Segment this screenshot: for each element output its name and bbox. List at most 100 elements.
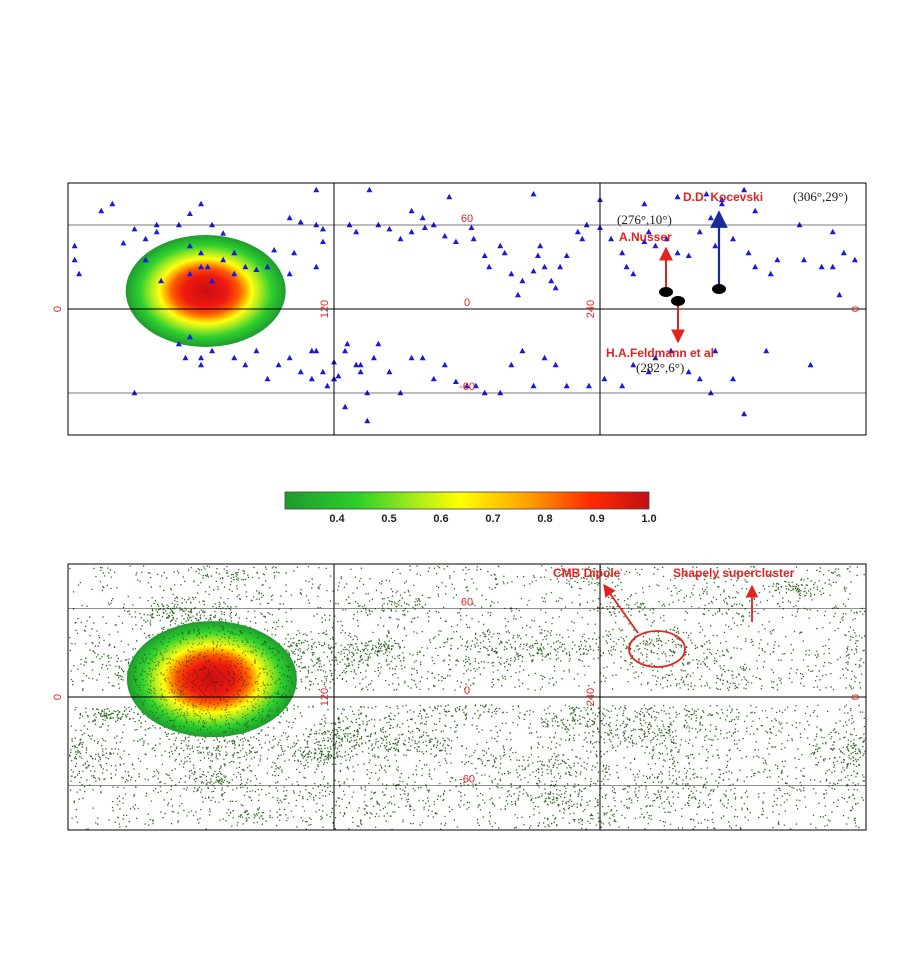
sample-marker <box>481 252 488 258</box>
sample-marker <box>204 263 211 270</box>
sample-marker <box>98 207 105 214</box>
sample-marker <box>707 214 714 221</box>
sample-marker <box>286 354 293 361</box>
sample-marker <box>763 347 770 354</box>
sample-marker <box>375 221 382 228</box>
sample-marker <box>357 368 364 375</box>
sample-marker <box>530 268 537 274</box>
sample-marker <box>508 361 515 368</box>
sample-marker <box>421 224 428 230</box>
sample-marker <box>71 242 78 249</box>
sample-marker <box>209 277 216 284</box>
marker-kocevski <box>712 284 726 294</box>
sample-marker <box>674 249 681 256</box>
top-annotations: D.D. Kocevski (306°,29°) (276°,10°) A.Nu… <box>606 189 848 375</box>
sample-marker <box>552 361 559 368</box>
top-x-tick-label: 0 <box>850 306 862 312</box>
sample-marker <box>231 354 238 361</box>
sample-marker <box>186 210 193 216</box>
top-tick-labels: 0 120 240 0 60 0 -60 <box>52 213 862 393</box>
sample-marker <box>375 340 382 347</box>
sample-marker <box>198 200 204 207</box>
sample-marker <box>470 235 477 242</box>
sample-marker <box>712 347 719 354</box>
sample-marker <box>530 382 537 389</box>
sample-marker <box>537 242 544 249</box>
sample-marker <box>430 221 437 228</box>
top-grid <box>67 182 867 436</box>
top-sample-markers <box>71 186 858 424</box>
annotation-shapely-label: Shapely supercluster <box>673 566 795 580</box>
sample-marker <box>386 226 393 232</box>
sample-marker <box>557 263 564 270</box>
sample-marker <box>741 186 748 193</box>
sample-marker <box>386 368 393 375</box>
bottom-grid <box>67 563 867 831</box>
sample-marker <box>220 256 227 263</box>
sample-marker <box>366 186 373 193</box>
sample-marker <box>209 347 216 354</box>
sample-marker <box>548 277 555 284</box>
sample-marker <box>497 389 504 396</box>
sample-marker <box>452 378 459 384</box>
colorbar-tick-labels: 0.4 0.5 0.6 0.7 0.8 0.9 1.0 <box>329 513 656 525</box>
sample-marker <box>209 221 216 228</box>
sample-marker <box>519 347 526 354</box>
colorbar-gradient <box>284 491 650 510</box>
sample-marker <box>198 249 204 256</box>
sample-marker <box>807 361 814 368</box>
sample-marker <box>430 375 437 382</box>
sample-marker <box>142 235 149 242</box>
sample-marker <box>645 368 652 375</box>
sample-marker <box>342 347 349 354</box>
sample-marker <box>829 228 836 235</box>
bottom-tick-labels: 0 120 240 0 60 0 -60 <box>52 596 862 785</box>
sample-marker <box>630 361 637 368</box>
sample-marker <box>851 256 858 263</box>
bottom-x-tick-label: 240 <box>585 688 597 706</box>
sample-marker <box>308 347 315 354</box>
sample-marker <box>541 354 548 361</box>
sample-marker <box>534 252 541 258</box>
sample-marker <box>313 347 320 354</box>
sample-marker <box>579 235 586 242</box>
bottom-x-tick-label: 0 <box>52 694 64 700</box>
sample-marker <box>718 200 725 207</box>
sample-marker <box>313 263 320 270</box>
sample-marker <box>324 382 331 389</box>
sample-marker <box>652 242 659 249</box>
sample-marker <box>685 368 692 375</box>
sample-marker <box>472 382 479 389</box>
sample-marker <box>297 368 304 375</box>
top-y-tick-label: 0 <box>464 297 470 309</box>
top-y-tick-label: 60 <box>461 213 473 225</box>
sample-marker <box>186 333 193 340</box>
sample-marker <box>275 361 282 368</box>
sample-marker <box>231 270 238 277</box>
sample-marker <box>198 263 204 270</box>
annotation-kocevski-label: D.D. Kocevski <box>683 190 763 204</box>
sample-marker <box>131 226 138 232</box>
annotation-nusser-label: A.Nusser <box>619 230 672 244</box>
sample-marker <box>357 361 364 368</box>
sample-marker <box>364 417 371 424</box>
sample-marker <box>774 256 781 263</box>
top-y-tick-label: -60 <box>459 381 475 393</box>
sample-marker <box>645 228 652 235</box>
sample-marker <box>158 277 165 284</box>
sample-marker <box>583 221 590 228</box>
sample-marker <box>752 263 759 270</box>
sample-marker <box>109 200 116 207</box>
hotspot-galaxy-dots <box>133 625 293 734</box>
colorbar-tick-label: 0.7 <box>485 513 500 525</box>
sample-marker <box>563 382 570 389</box>
cmb-dipole-circle <box>628 630 686 668</box>
sample-marker <box>619 382 626 389</box>
sample-marker <box>818 263 825 270</box>
sample-marker <box>486 263 493 270</box>
top-x-tick-label: 240 <box>585 300 597 318</box>
sample-marker <box>286 214 293 221</box>
top-x-tick-label: 0 <box>52 306 64 312</box>
sample-marker <box>397 235 404 242</box>
